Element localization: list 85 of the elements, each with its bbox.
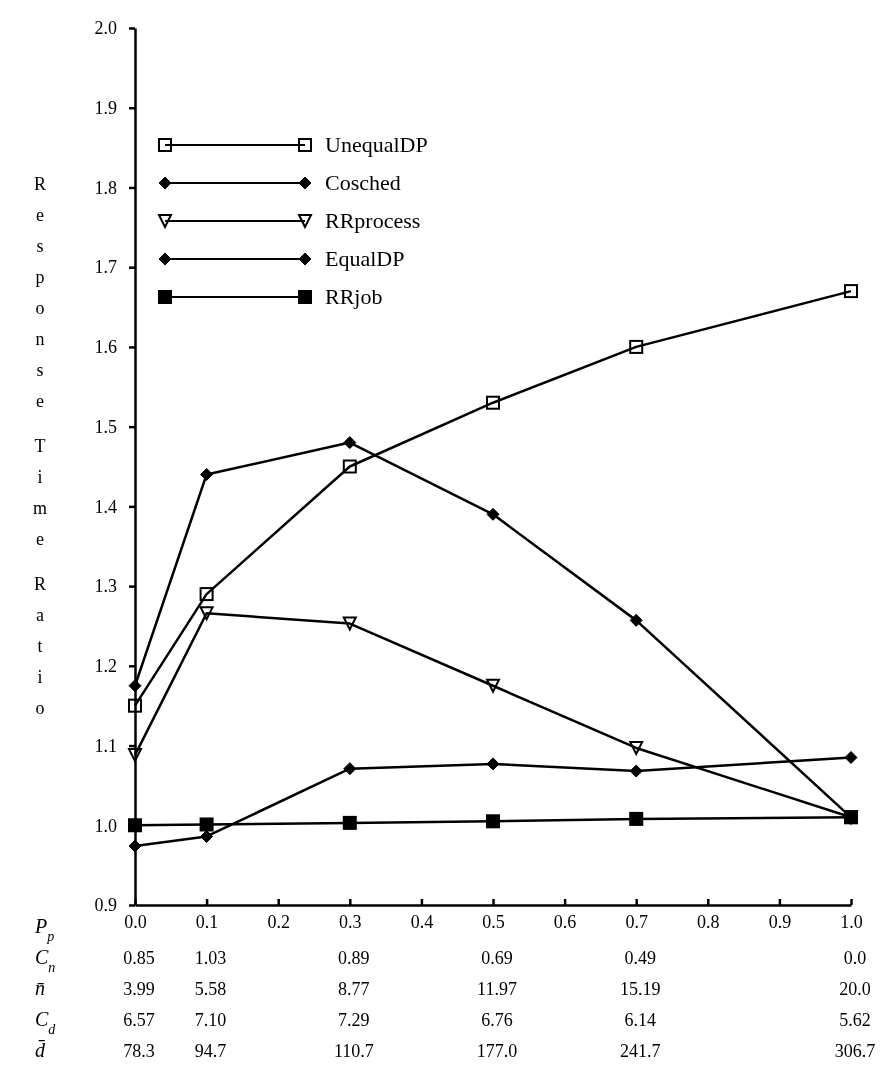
point <box>629 740 644 755</box>
point <box>128 818 142 833</box>
text: 3.99 <box>123 979 155 999</box>
text: 1.03 <box>194 948 227 968</box>
point <box>629 613 643 627</box>
point <box>844 751 858 764</box>
text: 8.77 <box>338 979 370 999</box>
text: 0.0 <box>843 948 867 968</box>
x-tick-label: 0.1 <box>195 911 219 932</box>
text: 0.49 <box>624 948 656 968</box>
text: 177.0 <box>476 1041 518 1061</box>
point <box>629 764 643 778</box>
point <box>486 678 500 693</box>
y-tick-label: 2.0 <box>94 18 117 39</box>
point <box>199 817 214 832</box>
point <box>199 606 214 621</box>
text: 241.7 <box>619 1041 661 1061</box>
x-tick-label: 1.0 <box>840 911 863 932</box>
y-tick-label: 1.0 <box>94 815 117 836</box>
y-tick-label: 1.9 <box>94 97 117 118</box>
text: 6.57 <box>123 1010 155 1030</box>
point <box>128 698 142 713</box>
legend-label: Cosched <box>325 170 401 195</box>
y-tick-label: 1.1 <box>94 735 117 756</box>
text: C$_{n}$ <box>35 946 56 975</box>
x-tick-label: 0.9 <box>768 911 792 932</box>
point <box>199 587 214 602</box>
point <box>486 507 500 521</box>
y-tick-label: 1.6 <box>94 337 117 358</box>
point <box>200 829 214 843</box>
x-tick-label: 0.2 <box>267 911 290 932</box>
point <box>342 616 357 631</box>
text: 94.7 <box>194 1041 227 1061</box>
text: 20.0 <box>839 979 871 999</box>
text: n̄ <box>35 977 45 999</box>
point <box>486 814 500 829</box>
text: 306.7 <box>834 1041 876 1061</box>
x-tick-label: 0.3 <box>339 911 362 932</box>
point <box>128 748 142 763</box>
x-tick-label: 0.4 <box>410 911 434 932</box>
x-tick-label: 0.7 <box>625 911 648 932</box>
y-tick-label: 0.9 <box>94 895 117 916</box>
text: 7.10 <box>194 1010 227 1030</box>
point <box>844 284 858 299</box>
legend-label: EqualDP <box>325 246 405 271</box>
legend-label: UnequalDP <box>325 132 428 157</box>
x-tick-label: 0.6 <box>553 911 577 932</box>
point <box>629 339 644 354</box>
text: Response Time Ratio <box>32 174 48 718</box>
text: 5.62 <box>839 1010 871 1030</box>
point <box>343 762 357 776</box>
text: 7.29 <box>338 1010 370 1030</box>
text: 0.89 <box>338 948 370 968</box>
x-tick-label: 0.5 <box>482 911 505 932</box>
text: 5.58 <box>194 979 227 999</box>
y-tick-label: 1.4 <box>94 496 117 517</box>
y-tick-label: 1.7 <box>94 257 117 278</box>
x-axis-title: P$_{p}$ <box>34 915 55 944</box>
y-tick-label: 1.8 <box>94 177 117 198</box>
point <box>342 815 357 830</box>
text: 6.76 <box>481 1010 513 1030</box>
text: d̄ <box>35 1039 46 1061</box>
text: 11.97 <box>477 979 517 999</box>
y-tick-label: 1.5 <box>94 416 117 437</box>
point <box>343 436 357 450</box>
text: 0.69 <box>481 948 513 968</box>
y-tick-label: 1.2 <box>94 656 117 677</box>
legend-label: RRjob <box>325 284 383 309</box>
x-tick-label: 0.0 <box>124 911 147 932</box>
text: 110.7 <box>333 1041 374 1061</box>
text: 6.14 <box>624 1010 656 1030</box>
point <box>128 679 142 693</box>
point <box>486 757 500 771</box>
x-tick-label: 0.8 <box>697 911 720 932</box>
point <box>342 459 357 474</box>
text: 15.19 <box>619 979 661 999</box>
text: 0.85 <box>123 948 155 968</box>
text: C$_{d}$ <box>35 1008 57 1037</box>
point <box>128 839 142 853</box>
text: 78.3 <box>123 1041 155 1061</box>
point <box>200 467 214 481</box>
legend-label: RRprocess <box>325 208 421 233</box>
y-tick-label: 1.3 <box>94 576 117 597</box>
point <box>629 811 644 826</box>
point <box>486 395 500 410</box>
